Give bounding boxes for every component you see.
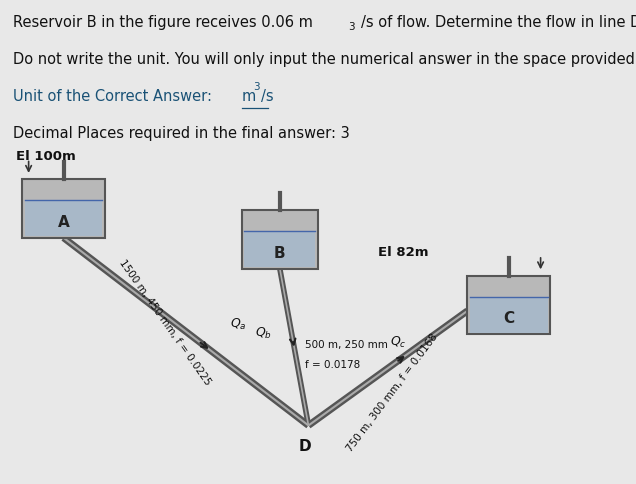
Text: El 82m: El 82m <box>378 245 429 258</box>
Text: f = 0.0178: f = 0.0178 <box>305 360 361 370</box>
Text: D: D <box>299 438 312 453</box>
Text: B: B <box>274 245 286 260</box>
Text: 3: 3 <box>349 22 355 32</box>
Text: $Q_c$: $Q_c$ <box>389 334 406 349</box>
Text: m: m <box>242 89 256 104</box>
Text: El 100m: El 100m <box>16 149 76 162</box>
Text: Unit of the Correct Answer:: Unit of the Correct Answer: <box>13 89 216 104</box>
Text: 1500 m, 450 mm, f = 0.0225: 1500 m, 450 mm, f = 0.0225 <box>117 257 212 387</box>
Text: A: A <box>58 214 69 229</box>
Text: 500 m, 250 mm: 500 m, 250 mm <box>305 339 388 349</box>
Text: $Q_b$: $Q_b$ <box>254 325 272 340</box>
Text: 3: 3 <box>253 82 259 92</box>
Text: /s: /s <box>261 89 273 104</box>
Text: /s of flow. Determine the flow in line DC.: /s of flow. Determine the flow in line D… <box>361 15 636 30</box>
Text: $Q_a$: $Q_a$ <box>230 317 247 332</box>
Bar <box>470 297 548 333</box>
Text: Do not write the unit. You will only input the numerical answer in the space pro: Do not write the unit. You will only inp… <box>13 52 636 66</box>
Text: Decimal Places required in the final answer: 3: Decimal Places required in the final ans… <box>13 125 349 140</box>
Text: C: C <box>503 311 515 326</box>
Bar <box>22 180 105 238</box>
Text: 750 m, 300 mm, f = 0.0168: 750 m, 300 mm, f = 0.0168 <box>345 331 439 453</box>
Bar <box>242 211 318 269</box>
Bar <box>244 232 315 268</box>
Text: Reservoir B in the figure receives 0.06 m: Reservoir B in the figure receives 0.06 … <box>13 15 313 30</box>
Bar <box>467 276 550 334</box>
Bar <box>25 201 102 237</box>
